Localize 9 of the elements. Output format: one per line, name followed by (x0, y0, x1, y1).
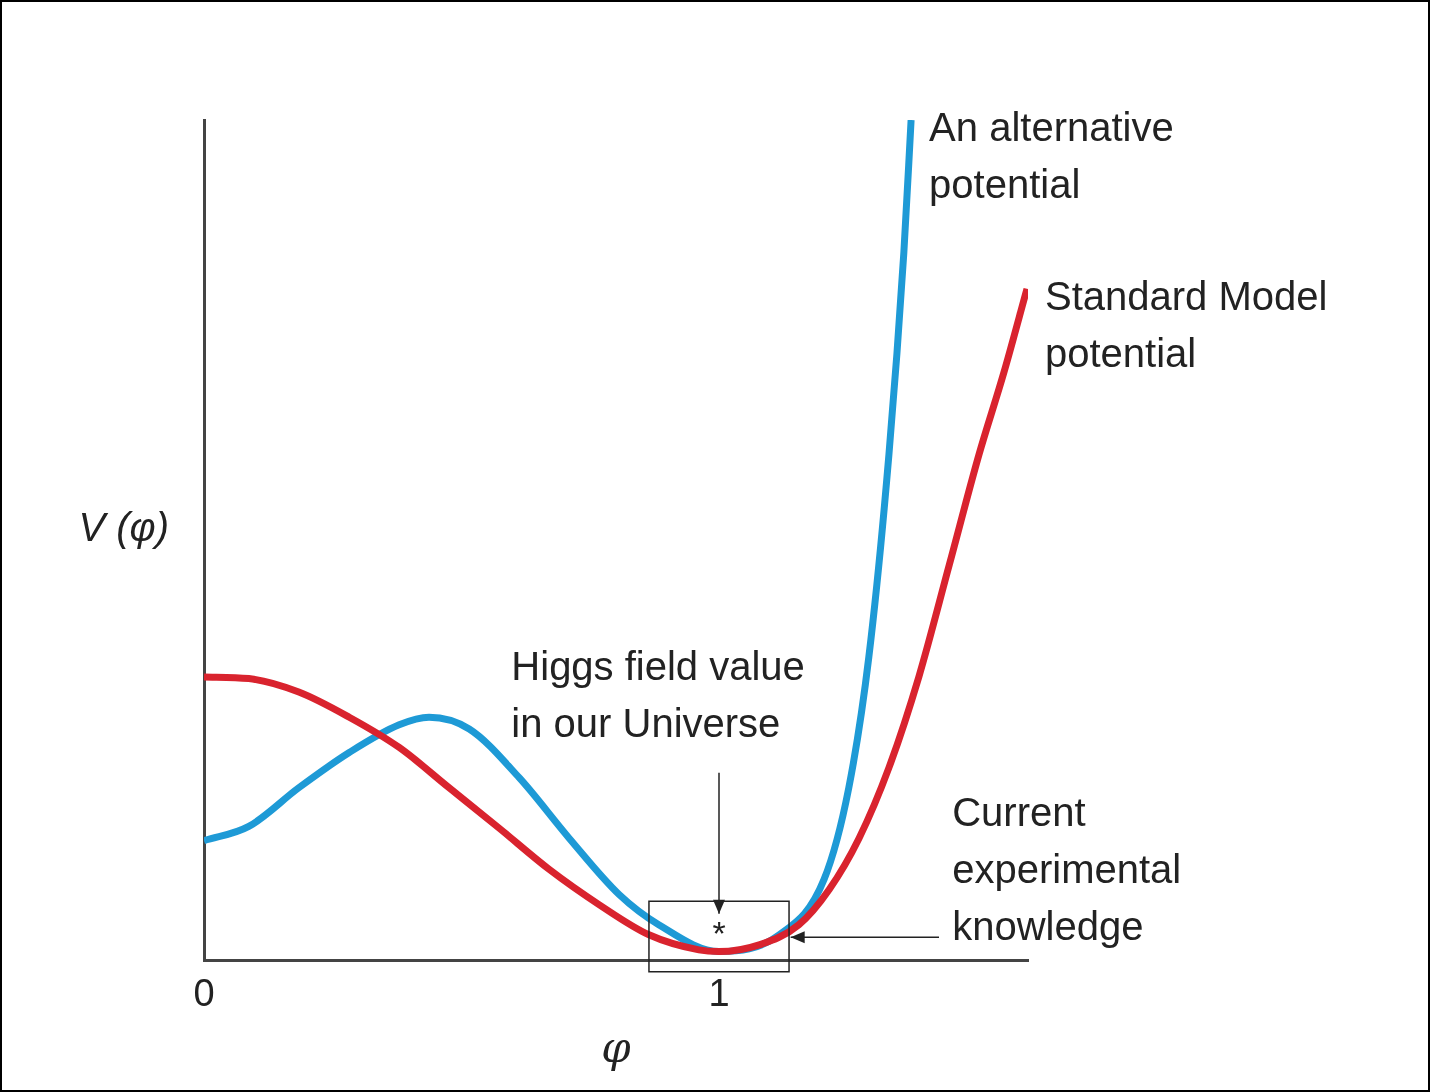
x-tick-label: 0 (193, 972, 215, 1015)
x-axis-title: φ (601, 1022, 632, 1072)
annotation: Current experimental knowledge (952, 790, 1182, 949)
series-label: Standard Model potential (1044, 273, 1328, 375)
annotation: Higgs field value in our Universe (511, 644, 805, 746)
annotation: * (712, 914, 726, 953)
y-axis-title: V (φ) (78, 505, 169, 550)
x-tick-label: 1 (708, 972, 730, 1015)
series-label: An alternative potential (929, 105, 1174, 207)
